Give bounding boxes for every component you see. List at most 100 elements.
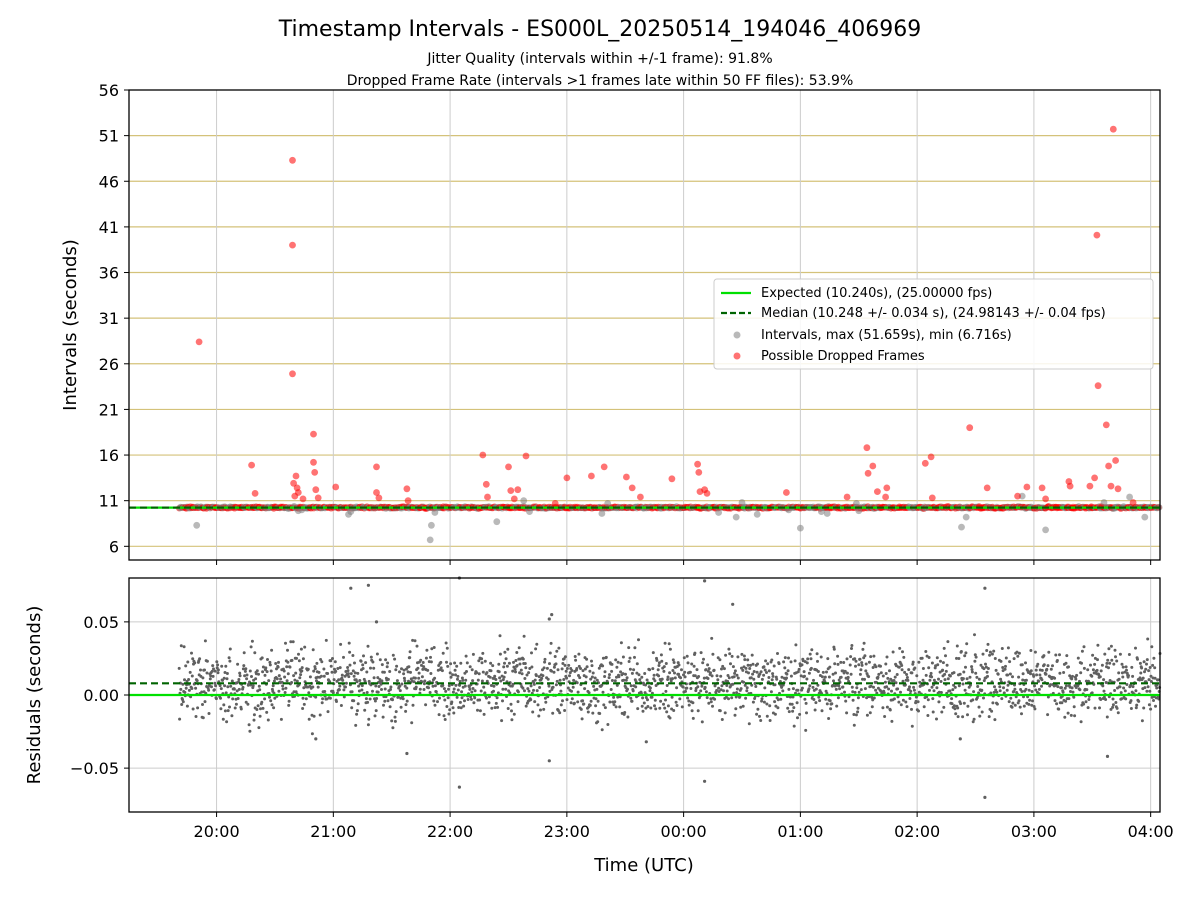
residual-point [646, 705, 650, 708]
residual-point [963, 688, 967, 692]
residual-point [386, 661, 390, 665]
residual-point [512, 712, 516, 716]
residual-point [691, 701, 695, 705]
residual-point [726, 679, 730, 683]
residual-point [753, 682, 757, 685]
residual-point [444, 641, 448, 645]
residual-point [317, 670, 321, 674]
residual-point [843, 669, 847, 673]
residual-point [339, 642, 343, 646]
residual-point [939, 691, 943, 694]
residual-point [896, 687, 900, 691]
residual-point [779, 697, 783, 701]
residual-point [799, 674, 803, 678]
residual-point [347, 675, 351, 679]
residual-point [565, 667, 569, 670]
intervals-y-tick-label: 56 [99, 81, 119, 100]
residual-point [852, 713, 856, 716]
residual-point [1040, 668, 1044, 672]
residual-point [924, 673, 928, 677]
residual-point [973, 659, 977, 663]
residual-point [1070, 677, 1074, 681]
residual-point [543, 660, 547, 664]
residual-point [812, 678, 815, 682]
residual-point [980, 688, 984, 692]
residual-point [1035, 673, 1039, 677]
interval-point [732, 513, 740, 521]
residual-point [1020, 712, 1023, 716]
residual-point [1119, 691, 1123, 695]
residual-point [974, 655, 978, 659]
residual-point [417, 671, 421, 675]
residual-point [193, 661, 197, 665]
residual-point [554, 662, 558, 666]
residual-point [1006, 683, 1010, 687]
residual-point [986, 674, 989, 678]
residual-point [864, 662, 868, 666]
residual-point [504, 687, 508, 691]
residual-point [528, 667, 532, 670]
residual-point [1013, 687, 1017, 691]
residual-point [781, 689, 785, 693]
residual-point [904, 700, 908, 704]
residual-point [680, 705, 684, 709]
intervals-y-tick-label: 31 [99, 309, 119, 328]
residual-point [706, 677, 710, 680]
residual-point [201, 703, 204, 706]
residual-point [1120, 697, 1124, 701]
residual-point [607, 676, 611, 680]
residual-point [1121, 665, 1125, 669]
residual-point [273, 696, 277, 700]
residual-point [1058, 653, 1061, 657]
residual-point [610, 662, 614, 666]
residual-point [663, 706, 667, 710]
residual-point [496, 691, 500, 695]
residual-point [185, 704, 189, 708]
residual-point [222, 676, 226, 680]
residual-point [625, 676, 629, 680]
x-tick-label: 20:00 [194, 822, 240, 841]
residual-point [471, 679, 475, 683]
residual-point [301, 707, 305, 710]
residual-point [1080, 661, 1083, 665]
residual-point [926, 714, 930, 717]
residual-point [756, 662, 759, 666]
residual-point [812, 698, 816, 701]
residual-point [1089, 663, 1092, 667]
residual-point [907, 668, 911, 672]
residual-point [744, 696, 748, 700]
interval-point [797, 524, 804, 532]
residual-point [1117, 677, 1121, 681]
residual-point [448, 708, 452, 712]
residual-point [439, 666, 443, 670]
residual-point [872, 696, 876, 700]
residual-point [930, 661, 934, 665]
dropped-frame-point [248, 461, 256, 469]
residual-point [411, 638, 415, 642]
residual-point [684, 689, 687, 693]
residual-point [1129, 699, 1133, 703]
residual-point [666, 704, 670, 708]
residual-point [806, 657, 810, 661]
residual-point [988, 653, 992, 657]
residual-point [957, 657, 961, 660]
residual-point [910, 724, 914, 728]
residual-point [662, 702, 665, 706]
residual-point [944, 669, 948, 673]
residual-point [1055, 659, 1059, 662]
residual-point [973, 633, 976, 637]
residual-point [966, 704, 970, 708]
residual-point [563, 709, 567, 712]
residual-point [521, 657, 525, 661]
residual-point [842, 661, 846, 664]
residual-point [601, 690, 605, 694]
residual-point [767, 669, 771, 673]
residual-point [1051, 664, 1054, 668]
residual-point [590, 659, 593, 663]
dropped-frame-point [289, 156, 296, 164]
residual-point [412, 680, 416, 684]
residual-point [402, 668, 406, 672]
residual-point [610, 669, 614, 673]
residual-point [589, 699, 593, 703]
residual-point [476, 708, 479, 712]
